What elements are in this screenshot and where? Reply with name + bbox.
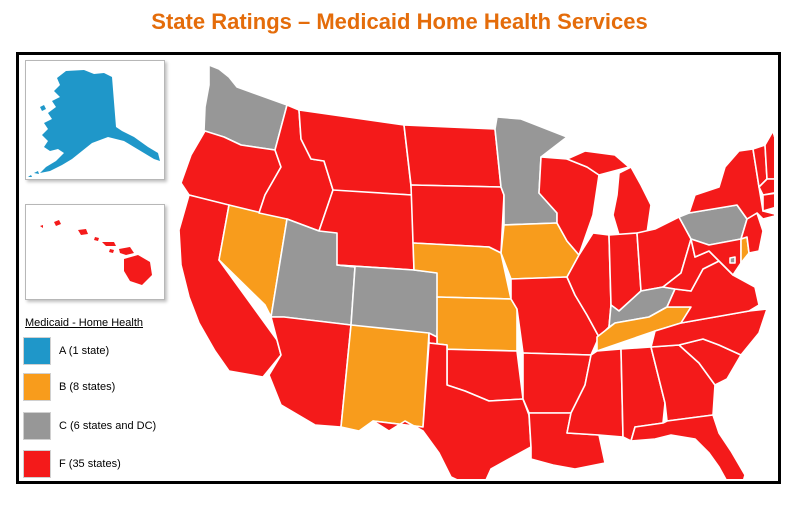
legend-label-a: A (1 state) <box>59 345 110 357</box>
state-connecticut[interactable] <box>762 192 774 212</box>
state-kansas[interactable] <box>436 296 518 352</box>
legend-item-a: A (1 state) <box>23 337 109 365</box>
state-alaska-islands <box>28 105 46 177</box>
us-map <box>178 64 774 479</box>
page-title: State Ratings – Medicaid Home Health Ser… <box>151 9 648 34</box>
state-alaska[interactable] <box>40 70 160 173</box>
legend-swatch-a <box>23 337 51 365</box>
state-new-mexico[interactable] <box>340 324 430 432</box>
state-maryland[interactable] <box>690 238 742 276</box>
legend-title: Medicaid - Home Health <box>25 317 143 329</box>
legend-item-b: B (8 states) <box>23 373 115 401</box>
legend-label-b: B (8 states) <box>59 381 116 393</box>
state-new-jersey[interactable] <box>740 212 764 254</box>
state-north-dakota[interactable] <box>403 124 502 188</box>
legend-swatch-b <box>23 373 51 401</box>
legend-item-c: C (6 states and DC) <box>23 412 156 440</box>
state-new-hampshire[interactable] <box>764 130 774 180</box>
state-south-dakota[interactable] <box>410 184 505 254</box>
legend-label-c: C (6 states and DC) <box>59 420 157 432</box>
hawaii-inset <box>25 204 165 300</box>
legend-item-f: F (35 states) <box>23 450 121 478</box>
state-texas[interactable] <box>372 342 532 479</box>
alaska-inset <box>25 60 165 180</box>
state-hawaii[interactable] <box>54 220 152 285</box>
legend-label-f: F (35 states) <box>59 458 121 470</box>
state-mississippi[interactable] <box>566 348 624 438</box>
state-dc[interactable] <box>729 256 736 264</box>
state-maine[interactable] <box>772 87 774 165</box>
hawaii-small-island <box>40 225 43 228</box>
state-florida[interactable] <box>630 414 746 479</box>
map-frame: Medicaid - Home Health A (1 state) B (8 … <box>16 52 781 484</box>
state-new-york[interactable] <box>688 148 774 220</box>
legend-swatch-f <box>23 450 51 478</box>
state-arizona[interactable] <box>268 316 352 428</box>
legend-swatch-c <box>23 412 51 440</box>
